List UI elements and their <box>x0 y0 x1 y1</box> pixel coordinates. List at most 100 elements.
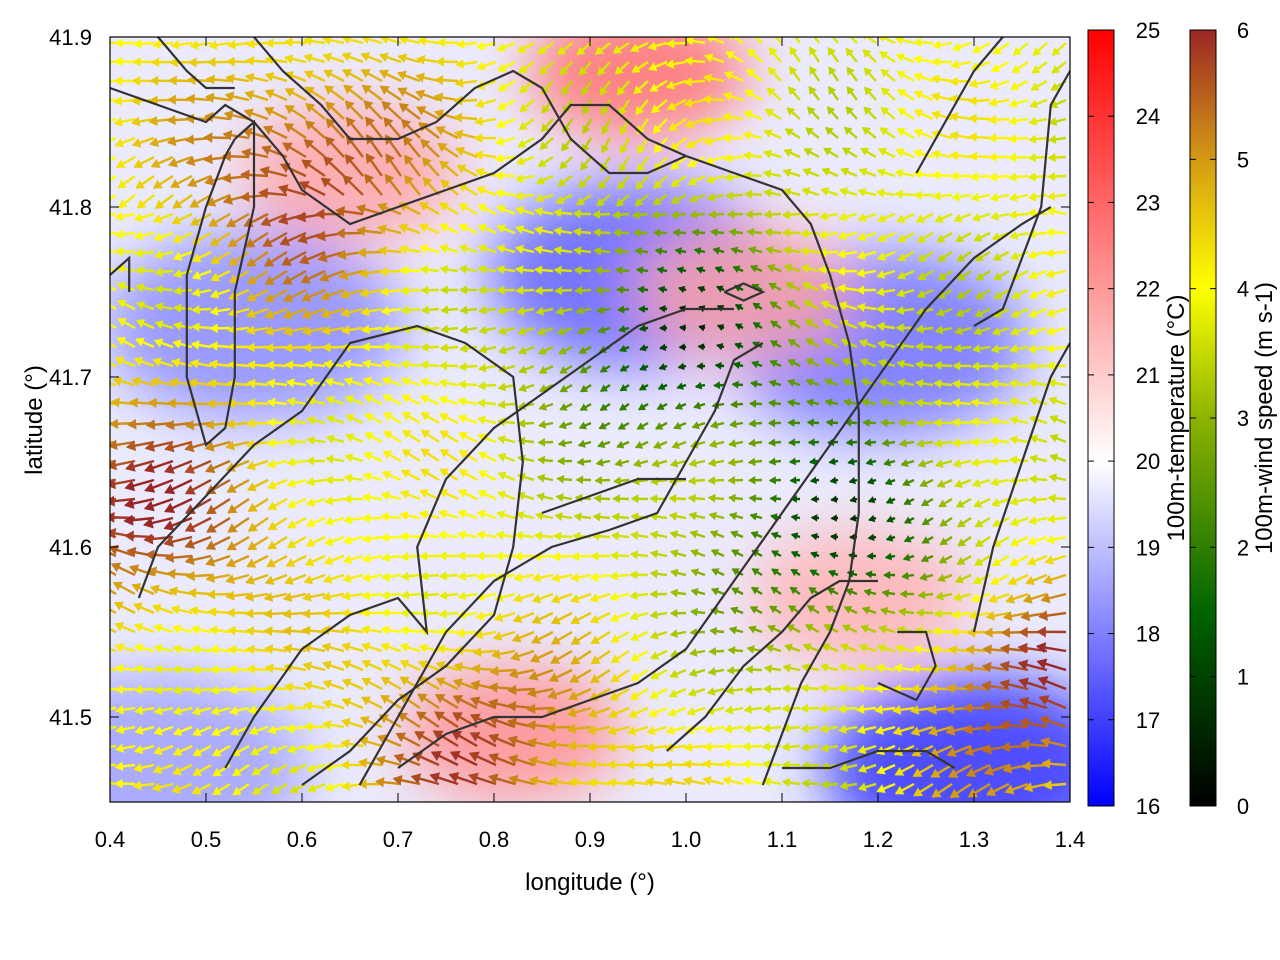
wind-arrow <box>360 324 383 335</box>
wind-arrow <box>913 148 934 159</box>
wind-arrow <box>561 137 573 152</box>
wind-arrow <box>517 136 535 148</box>
wind-arrow <box>110 342 117 349</box>
wind-arrow <box>303 53 326 64</box>
wind-arrow <box>859 358 877 368</box>
wind-arrow <box>728 227 744 237</box>
wind-arrow <box>670 210 687 220</box>
wind-arrow <box>110 362 117 368</box>
wind-arrow <box>857 187 877 197</box>
wind-arrow <box>246 288 269 302</box>
wind-arrow <box>203 132 231 143</box>
wind-arrow <box>615 194 630 207</box>
wind-arrow <box>1011 60 1029 74</box>
wind-arrow <box>433 92 459 103</box>
wind-arrow <box>115 264 136 274</box>
wind-arrow <box>245 325 269 336</box>
wind-arrow <box>381 100 402 120</box>
wind-arrow <box>615 266 630 275</box>
wind-arrow <box>557 42 573 56</box>
wind-arrow <box>264 307 288 320</box>
wind-arrow <box>131 116 155 127</box>
wind-arrow <box>110 322 117 330</box>
wind-arrow <box>799 228 820 239</box>
colorbar-tick-label: 2 <box>1237 535 1249 560</box>
wind-arrow <box>934 325 953 335</box>
wind-arrow <box>856 302 877 313</box>
wind-arrow <box>728 37 744 44</box>
wind-arrow <box>714 361 725 370</box>
wind-arrow <box>439 223 459 235</box>
wind-arrow <box>857 320 877 330</box>
wind-arrow <box>402 136 421 158</box>
wind-arrow <box>876 250 896 261</box>
wind-arrow <box>657 285 668 294</box>
wind-arrow <box>360 52 383 64</box>
wind-arrow <box>782 168 801 178</box>
wind-arrow <box>805 338 820 349</box>
wind-arrow <box>691 228 706 237</box>
wind-arrow <box>298 250 326 265</box>
wind-arrow <box>896 269 915 280</box>
wind-arrow <box>752 341 763 349</box>
wind-arrow <box>989 361 1010 371</box>
wind-arrow <box>258 187 288 199</box>
wind-arrow <box>619 137 631 155</box>
wind-arrow <box>631 210 649 220</box>
wind-arrow <box>716 285 725 293</box>
wind-arrow <box>359 287 383 298</box>
wind-arrow <box>726 209 744 219</box>
wind-arrow <box>114 136 136 148</box>
wind-arrow <box>768 47 782 63</box>
wind-arrow <box>678 285 687 294</box>
wind-arrow <box>477 285 497 295</box>
wind-arrow <box>601 137 612 154</box>
wind-arrow <box>875 188 896 198</box>
wind-arrow <box>951 192 972 202</box>
wind-arrow <box>171 212 193 225</box>
wind-arrow <box>763 209 782 219</box>
wind-arrow <box>133 39 155 49</box>
wind-arrow <box>344 100 364 120</box>
wind-arrow <box>931 110 953 121</box>
wind-arrow <box>134 248 155 258</box>
wind-arrow <box>264 326 288 336</box>
wind-arrow <box>110 194 117 201</box>
wind-arrow <box>670 156 687 170</box>
wind-arrow <box>917 250 934 262</box>
wind-arrow <box>189 40 212 50</box>
wind-arrow <box>398 103 421 120</box>
wind-arrow <box>474 116 497 127</box>
wind-arrow <box>782 187 801 197</box>
wind-arrow <box>283 122 307 139</box>
wind-arrow <box>578 345 592 354</box>
wind-arrow <box>420 138 440 158</box>
colorbar-tick-label: 0 <box>1237 794 1249 819</box>
wind-arrow <box>515 206 535 216</box>
wind-arrow <box>1027 269 1048 280</box>
wind-arrow <box>1032 42 1048 56</box>
wind-arrow <box>204 92 231 103</box>
wind-arrow <box>592 209 611 219</box>
wind-arrow <box>136 319 155 330</box>
wind-arrow <box>380 286 402 297</box>
wind-arrow <box>246 342 269 353</box>
wind-arrow <box>936 231 953 243</box>
wind-arrow <box>110 98 117 102</box>
wind-arrow <box>303 139 326 158</box>
wind-arrow <box>300 269 326 284</box>
wind-speed-colorbar: 0 1 2 3 4 5 6 100m-wind speed (m s-1) <box>1189 18 1278 819</box>
wind-arrow <box>705 174 725 184</box>
wind-arrow <box>172 339 193 349</box>
wind-arrow <box>478 344 497 354</box>
wind-arrow <box>301 307 326 320</box>
wind-arrow <box>722 133 744 143</box>
wind-arrow <box>633 80 649 95</box>
wind-arrow <box>1008 172 1029 182</box>
wind-arrow <box>191 269 212 280</box>
wind-arrow <box>114 211 136 221</box>
wind-arrow <box>658 305 668 313</box>
wind-arrow <box>170 40 193 50</box>
wind-arrow <box>613 246 630 256</box>
